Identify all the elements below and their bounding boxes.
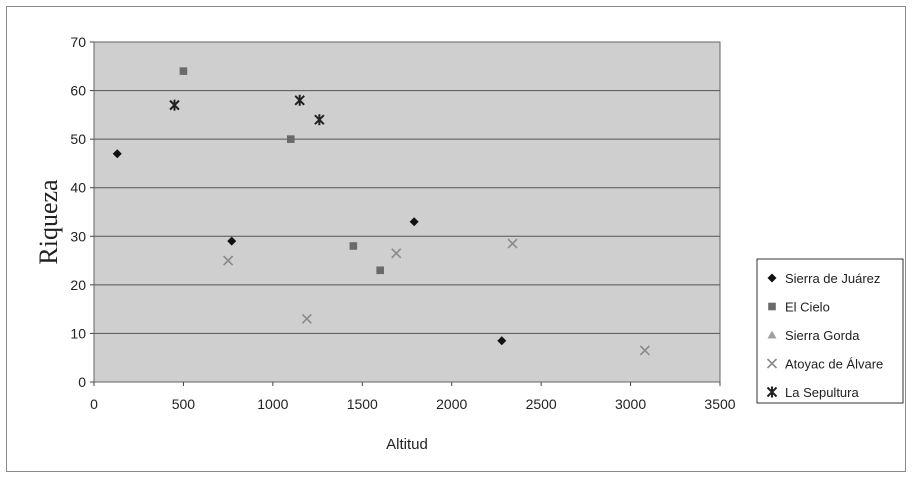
x-tick-label: 3500 [704,396,735,412]
plot-area [94,42,720,382]
legend-label: La Sepultura [785,385,859,400]
data-point [350,242,358,250]
y-axis-ticks: 0 10 20 30 40 50 60 70 [70,34,94,390]
legend-label: El Cielo [785,300,830,315]
x-tick-label: 0 [90,396,98,412]
y-tick-label: 70 [70,34,86,50]
legend-label: Atoyac de Álvare [785,357,883,372]
x-axis-ticks: 0 500 1000 1500 2000 2500 3000 3500 [90,382,736,412]
y-tick-label: 10 [70,325,86,341]
y-tick-label: 50 [70,131,86,147]
legend: Sierra de Juárez El Cielo Sierra Gorda Atoy… [757,259,903,403]
x-axis-label: Altitud [386,436,428,453]
legend-marker [768,303,776,311]
legend-label: Sierra de Juárez [785,271,880,286]
x-tick-label: 2000 [436,396,467,412]
y-tick-label: 0 [78,374,86,390]
x-tick-label: 1500 [347,396,378,412]
y-tick-label: 30 [70,228,86,244]
chart-frame: 0 10 20 30 40 50 60 70 0 500 1000 1500 2000 2500 3000… [6,6,906,472]
data-point [180,67,188,75]
y-tick-label: 40 [70,180,86,196]
x-tick-label: 3000 [615,396,646,412]
y-tick-label: 60 [70,83,86,99]
scatter-chart: 0 10 20 30 40 50 60 70 0 500 1000 1500 2000 2500 3000… [7,7,907,473]
x-tick-label: 500 [172,396,196,412]
data-point [287,135,295,143]
legend-label: Sierra Gorda [785,328,860,343]
x-tick-label: 1000 [257,396,288,412]
y-axis-label: Riqueza [34,179,63,265]
y-tick-label: 20 [70,277,86,293]
data-point [376,266,384,274]
x-tick-label: 2500 [526,396,557,412]
